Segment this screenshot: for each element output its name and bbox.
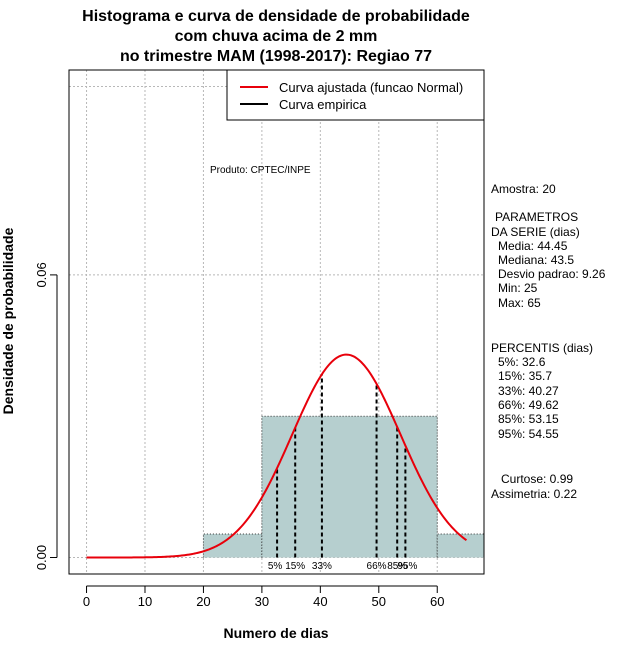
y-axis-title: Densidade de probabilidade [0, 227, 16, 414]
histogram-bar-0 [203, 533, 262, 558]
product-note: Produto: CPTEC/INPE [210, 165, 311, 176]
parameters-header-1: PARAMETROS [495, 210, 578, 224]
x-tick-label-4: 40 [313, 594, 327, 609]
kurtosis: Curtose: 0.99 [501, 472, 573, 486]
histogram-bar-2 [437, 533, 484, 558]
x-tick-label-3: 30 [255, 594, 269, 609]
legend-box [226, 69, 485, 121]
param-min: Min: 25 [498, 281, 538, 295]
percentile-label-3: 66% [367, 561, 387, 572]
x-tick-label-2: 20 [196, 594, 210, 609]
x-tick-label-5: 50 [372, 594, 386, 609]
histogram-bar-outline-1 [261, 415, 438, 558]
percentil-66: 66%: 49.62 [498, 398, 559, 412]
x-axis-title: Numero de dias [223, 625, 328, 641]
percentile-labels: 5% 15% 33% 66% 85%95% [268, 561, 418, 572]
param-desvio: Desvio padrao: 9.26 [498, 267, 606, 281]
percentil-85: 85%: 53.15 [498, 412, 559, 426]
y-tick-label-0: 0.00 [34, 545, 49, 570]
chart-title-line-2: com chuva acima de 2 mm [175, 28, 378, 45]
y-tick-label-1: 0.06 [34, 262, 49, 287]
normal-curve-line [86, 353, 468, 559]
percentile-label-2: 33% [312, 561, 332, 572]
param-max: Max: 65 [498, 296, 541, 310]
legend-label-fit: Curva ajustada (funcao Normal) [279, 80, 463, 95]
legend: Curva ajustada (funcao Normal) Curva emp… [226, 69, 485, 121]
chart-title-line-3: no trimestre MAM (1998-2017): Regiao 77 [120, 48, 432, 65]
param-media: Media: 44.45 [498, 239, 568, 253]
x-tick-label-1: 10 [138, 594, 152, 609]
percentis-header: PERCENTIS (dias) [491, 341, 593, 355]
percentil-5: 5%: 32.6 [498, 355, 546, 369]
axes: 0 10 20 30 40 50 60 0.00 0.06 [34, 262, 444, 609]
sample-size: Amostra: 20 [491, 182, 556, 196]
parameters-header-2: DA SERIE (dias) [491, 225, 580, 239]
legend-label-empirical: Curva empirica [279, 97, 367, 112]
percentile-label-0: 5% [268, 561, 283, 572]
percentil-95: 95%: 54.55 [498, 427, 559, 441]
skewness: Assimetria: 0.22 [491, 487, 577, 501]
percentile-label-1: 15% [285, 561, 305, 572]
x-tick-label-0: 0 [83, 594, 90, 609]
histogram-bars [202, 415, 485, 558]
percentile-label-4: 85% [387, 561, 407, 572]
percentil-15: 15%: 35.7 [498, 369, 552, 383]
percentile-label-5: 95% [397, 561, 417, 572]
percentile-lines [276, 374, 407, 558]
x-tick-label-6: 60 [430, 594, 444, 609]
histogram-bar-1 [261, 416, 438, 558]
param-mediana: Mediana: 43.5 [498, 253, 574, 267]
chart-title-line-1: Histograma e curva de densidade de proba… [82, 8, 470, 25]
percentil-33: 33%: 40.27 [498, 384, 559, 398]
normal-curve [86, 353, 468, 559]
stats-panel: Amostra: 20 PARAMETROS DA SERIE (dias) M… [491, 182, 606, 501]
